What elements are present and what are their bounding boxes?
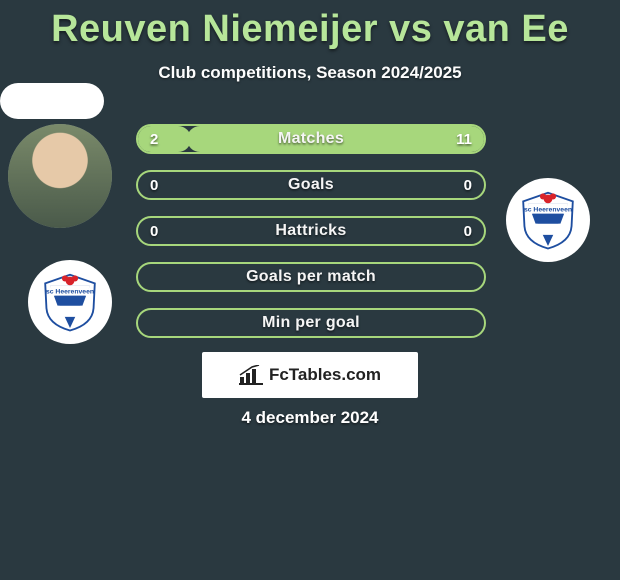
stat-row: Matches2 11 xyxy=(136,124,486,154)
page-title: Reuven Niemeijer vs van Ee xyxy=(0,0,620,51)
watermark: FcTables.com xyxy=(202,352,418,398)
stat-row: Min per goal xyxy=(136,308,486,338)
bar-value-left: 0 xyxy=(150,170,158,200)
club-badge-left: sc Heerenveen xyxy=(28,260,112,344)
bar-label: Matches xyxy=(136,124,486,154)
bar-value-right: 11 xyxy=(456,124,472,154)
bar-label: Goals xyxy=(136,170,486,200)
date-text: 4 december 2024 xyxy=(0,408,620,428)
bar-label: Goals per match xyxy=(136,262,486,292)
bar-value-left: 0 xyxy=(150,216,158,246)
player-face-placeholder xyxy=(8,124,112,228)
stat-row: Goals0 0 xyxy=(136,170,486,200)
club-badge-right: sc Heerenveen xyxy=(506,178,590,262)
player-left-avatar xyxy=(8,124,112,228)
bar-value-right: 0 xyxy=(464,170,472,200)
bar-value-left: 2 xyxy=(150,124,158,154)
heerenveen-crest-icon: sc Heerenveen xyxy=(39,271,101,333)
bar-label: Hattricks xyxy=(136,216,486,246)
heerenveen-crest-icon: sc Heerenveen xyxy=(517,189,579,251)
bar-value-right: 0 xyxy=(464,216,472,246)
subtitle: Club competitions, Season 2024/2025 xyxy=(0,63,620,83)
watermark-text: FcTables.com xyxy=(269,365,381,385)
comparison-bars: Matches211Goals00Hattricks00Goals per ma… xyxy=(136,124,486,354)
svg-text:sc Heerenveen: sc Heerenveen xyxy=(46,288,94,295)
player-right-avatar xyxy=(0,83,104,119)
chart-icon xyxy=(239,365,263,385)
bar-label: Min per goal xyxy=(136,308,486,338)
stat-row: Hattricks0 0 xyxy=(136,216,486,246)
stat-row: Goals per match xyxy=(136,262,486,292)
svg-text:sc Heerenveen: sc Heerenveen xyxy=(524,206,572,213)
